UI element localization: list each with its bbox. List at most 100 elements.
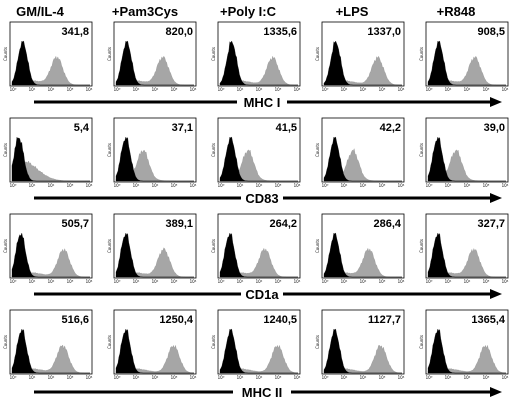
x-tick-label: 10¹ [237,279,244,284]
x-tick-label: 10⁴ [190,87,197,92]
mfi-value: 37,1 [172,122,193,134]
arrow-head [490,193,502,203]
x-tick-label: 10⁰ [114,183,121,188]
isotype-histogram [115,232,194,278]
x-tick-label: 10² [360,279,367,284]
mfi-value: 908,5 [477,26,505,38]
x-tick-label: 10³ [483,87,490,92]
x-tick-label: 10³ [483,375,490,380]
histogram-panel: Counts 10⁰ 10¹ 10² 10³ 10⁴ 286,4 [315,213,405,284]
y-axis-label: Counts [419,239,424,253]
histogram-panel: Counts 10⁰ 10¹ 10² 10³ 10⁴ 1337,0 [315,21,405,92]
x-tick-label: 10² [464,87,471,92]
histogram-panel: Counts 10⁰ 10¹ 10² 10³ 10⁴ 341,8 [3,21,93,92]
x-tick-label: 10¹ [445,183,452,188]
column-header-r848: +R848 [437,4,476,19]
x-tick-label: 10⁴ [398,183,405,188]
histogram-panel: Counts 10⁰ 10¹ 10² 10³ 10⁴ 516,6 [3,309,93,380]
x-tick-label: 10¹ [341,375,348,380]
y-axis-label: Counts [419,335,424,349]
y-axis-label: Counts [211,47,216,61]
histogram-panel: Counts 10⁰ 10¹ 10² 10³ 10⁴ 1250,4 [107,309,197,380]
mfi-value: 1365,4 [471,314,506,326]
y-axis-label: Counts [3,335,8,349]
x-tick-label: 10³ [483,183,490,188]
x-tick-label: 10³ [171,87,178,92]
mfi-value: 1337,0 [367,26,401,38]
histogram-panel: Counts 10⁰ 10¹ 10² 10³ 10⁴ 264,2 [211,213,301,284]
x-tick-label: 10¹ [133,279,140,284]
y-axis-label: Counts [3,47,8,61]
x-tick-label: 10⁰ [426,279,433,284]
mfi-value: 264,2 [269,218,297,230]
x-tick-label: 10³ [379,183,386,188]
marker-label: MHC I [244,95,281,110]
x-tick-label: 10⁰ [426,183,433,188]
x-tick-label: 10⁰ [114,375,121,380]
isotype-histogram [427,136,506,182]
marker-label: CD83 [245,191,278,206]
x-tick-label: 10⁰ [10,183,17,188]
x-tick-label: 10⁴ [294,279,301,284]
column-headers: GM/IL-4 +Pam3Cys +Poly I:C +LPS +R848 [16,4,475,19]
histogram-panel: Counts 10⁰ 10¹ 10² 10³ 10⁴ 389,1 [107,213,197,284]
x-tick-label: 10² [256,87,263,92]
y-axis-label: Counts [107,47,112,61]
x-tick-label: 10⁰ [114,279,121,284]
x-tick-label: 10² [464,279,471,284]
isotype-histogram [11,232,90,278]
mfi-value: 42,2 [380,122,401,134]
histogram-panels: Counts 10⁰ 10¹ 10² 10³ 10⁴ 341,8 Counts 10⁰ 10¹ 10… [3,21,509,380]
x-tick-label: 10¹ [133,375,140,380]
y-axis-label: Counts [3,239,8,253]
x-tick-label: 10¹ [133,87,140,92]
x-tick-label: 10¹ [445,375,452,380]
isotype-histogram [323,232,402,278]
x-tick-label: 10³ [275,87,282,92]
x-tick-label: 10⁴ [190,375,197,380]
y-axis-label: Counts [315,239,320,253]
x-tick-label: 10¹ [29,279,36,284]
x-tick-label: 10⁴ [86,183,93,188]
histogram-panel: Counts 10⁰ 10¹ 10² 10³ 10⁴ 41,5 [211,117,301,188]
marker-label: MHC II [242,385,282,400]
column-header-pam3cys: +Pam3Cys [112,4,178,19]
mfi-value: 1240,5 [263,314,297,326]
x-tick-label: 10² [152,375,159,380]
isotype-histogram [427,328,506,374]
isotype-histogram [11,136,90,182]
y-axis-label: Counts [211,239,216,253]
x-tick-label: 10³ [275,375,282,380]
x-tick-label: 10² [256,375,263,380]
x-tick-label: 10³ [379,87,386,92]
isotype-histogram [427,232,506,278]
x-tick-label: 10⁰ [322,375,329,380]
marker-label-bg [241,286,283,302]
histogram-panel: Counts 10⁰ 10¹ 10² 10³ 10⁴ 1335,6 [211,21,301,92]
mfi-value: 39,0 [484,122,505,134]
mfi-value: 1335,6 [263,26,297,38]
x-tick-label: 10² [152,279,159,284]
arrow-head [490,97,502,107]
arrow-head [490,289,502,299]
x-tick-label: 10⁰ [10,279,17,284]
x-tick-label: 10¹ [341,279,348,284]
x-tick-label: 10² [48,375,55,380]
x-tick-label: 10⁴ [86,279,93,284]
mfi-value: 341,8 [61,26,89,38]
isotype-histogram [115,328,194,374]
x-tick-label: 10³ [67,87,74,92]
isotype-histogram [11,328,90,374]
mfi-value: 1250,4 [159,314,194,326]
histogram-panel: Counts 10⁰ 10¹ 10² 10³ 10⁴ 908,5 [419,21,509,92]
histogram-panel: Counts 10⁰ 10¹ 10² 10³ 10⁴ 42,2 [315,117,405,188]
x-tick-label: 10² [256,183,263,188]
x-tick-label: 10⁰ [322,183,329,188]
x-tick-label: 10² [48,183,55,188]
arrow-head [490,387,502,397]
x-tick-label: 10⁰ [322,87,329,92]
histogram-panel: Counts 10⁰ 10¹ 10² 10³ 10⁴ 1240,5 [211,309,301,380]
x-tick-label: 10⁰ [218,183,225,188]
x-tick-label: 10¹ [445,279,452,284]
x-tick-label: 10³ [171,375,178,380]
